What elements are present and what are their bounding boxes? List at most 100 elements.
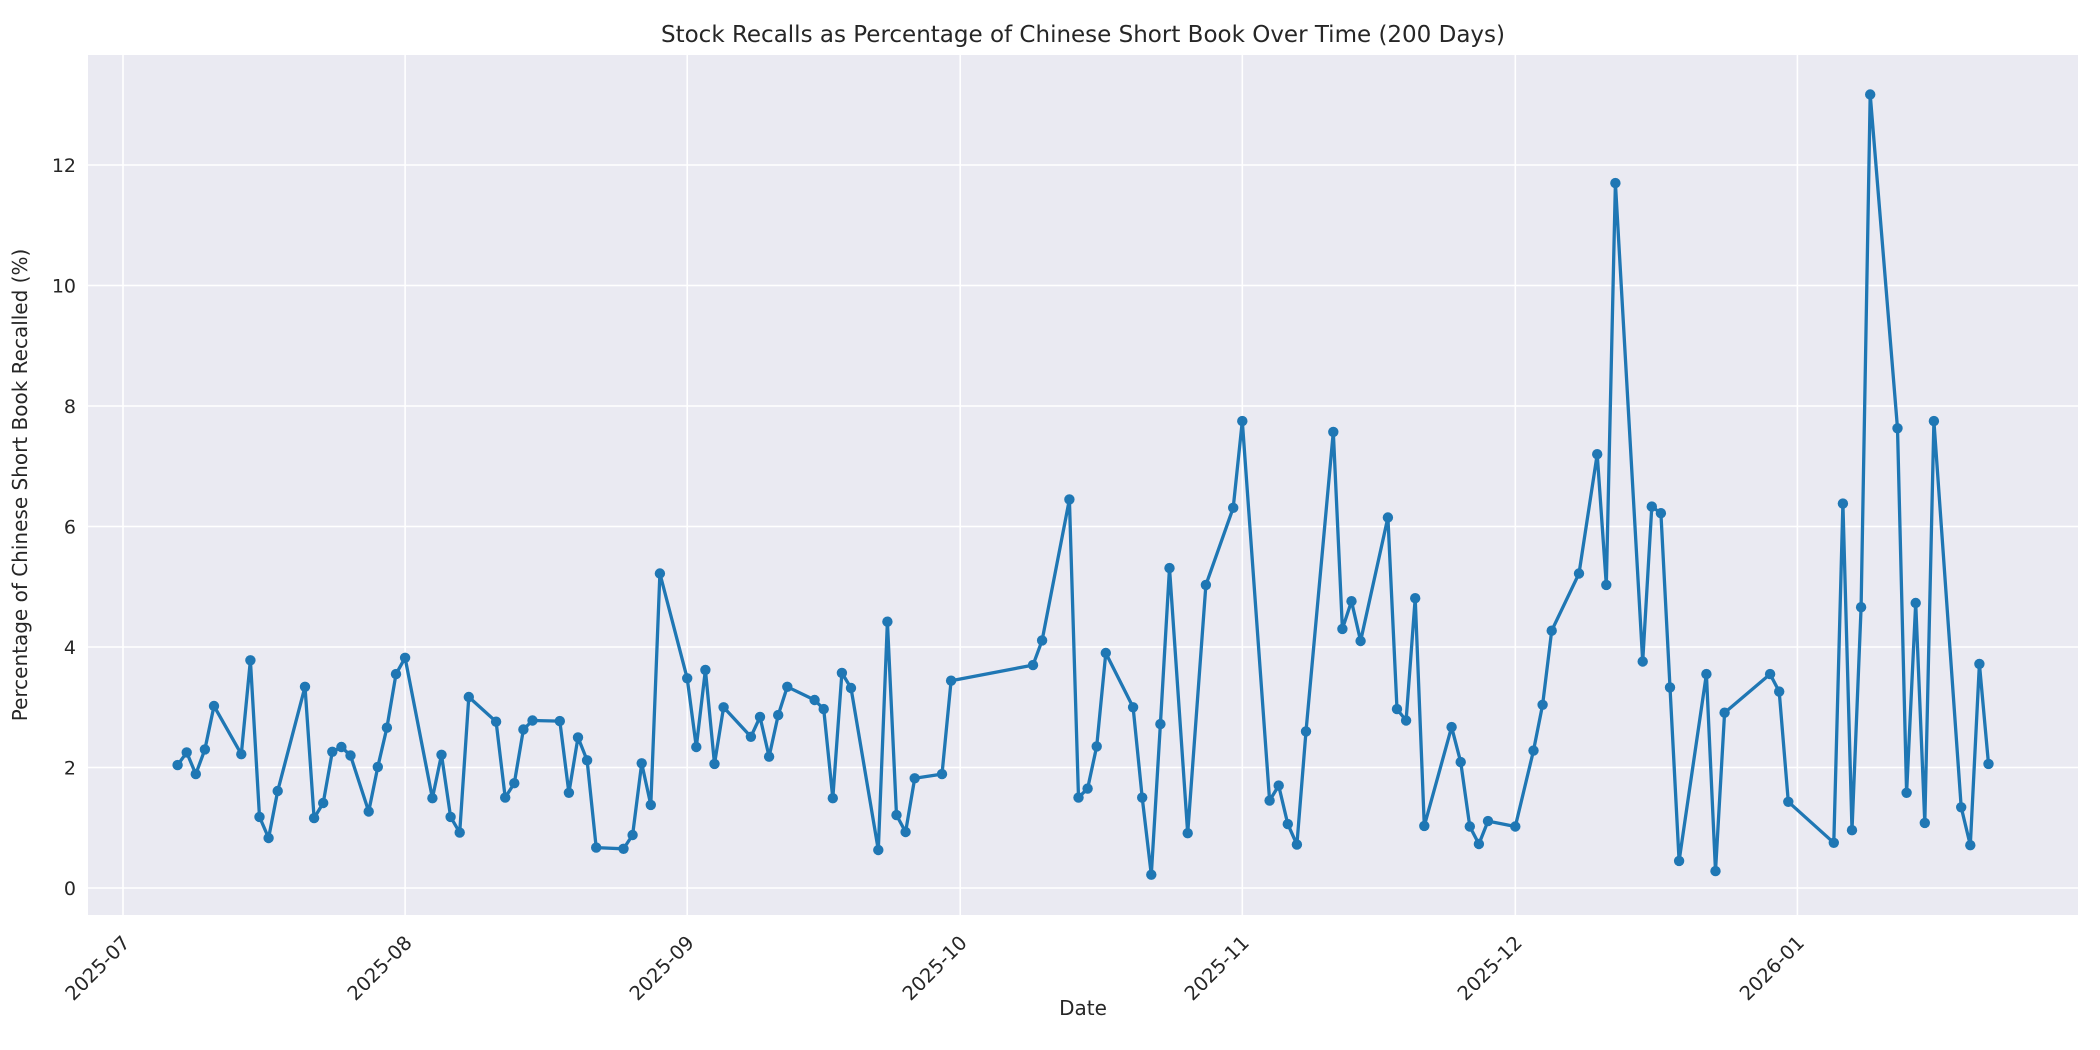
data-point bbox=[1710, 865, 1721, 877]
x-tick-label: 2025-11 bbox=[1180, 931, 1254, 1005]
data-point bbox=[1355, 635, 1366, 647]
data-point bbox=[1127, 702, 1139, 713]
data-point bbox=[1400, 715, 1412, 726]
data-point bbox=[299, 681, 311, 692]
data-point bbox=[1291, 839, 1303, 850]
y-tick-label: 2 bbox=[64, 758, 76, 780]
data-point bbox=[327, 746, 338, 757]
data-point bbox=[1073, 792, 1084, 803]
data-point bbox=[1983, 758, 1994, 770]
data-markers bbox=[172, 89, 1994, 880]
data-point bbox=[1146, 869, 1157, 880]
data-point bbox=[1300, 726, 1312, 737]
data-point bbox=[172, 759, 183, 771]
horizontal-gridlines bbox=[88, 164, 2078, 889]
data-point bbox=[1200, 579, 1212, 591]
data-point bbox=[1646, 501, 1658, 512]
data-point bbox=[1182, 828, 1193, 839]
data-point bbox=[782, 681, 793, 692]
chart-title: Stock Recalls as Percentage of Chinese S… bbox=[661, 22, 1505, 48]
data-point bbox=[1855, 602, 1867, 613]
data-point bbox=[873, 844, 884, 856]
data-point bbox=[900, 826, 911, 838]
data-point bbox=[1082, 783, 1093, 794]
data-point bbox=[527, 715, 538, 726]
data-point bbox=[390, 668, 402, 680]
data-point bbox=[236, 749, 247, 760]
data-point bbox=[809, 694, 820, 706]
data-point bbox=[1510, 821, 1521, 832]
data-point bbox=[1064, 494, 1075, 505]
data-point bbox=[1546, 625, 1557, 636]
data-point bbox=[463, 691, 474, 703]
x-tick-label: 2025-10 bbox=[898, 931, 972, 1005]
y-tick-labels: 0 2 4 6 8 10 12 bbox=[52, 155, 76, 900]
data-point bbox=[718, 702, 729, 713]
data-point bbox=[1974, 658, 1985, 670]
data-point bbox=[554, 715, 565, 727]
data-point bbox=[1027, 659, 1039, 671]
data-point bbox=[181, 747, 192, 758]
x-tick-label: 2025-12 bbox=[1453, 931, 1527, 1005]
data-point bbox=[1783, 796, 1794, 807]
data-point bbox=[1965, 840, 1976, 851]
data-point bbox=[1337, 623, 1348, 635]
x-tick-label: 2025-09 bbox=[625, 931, 699, 1005]
y-tick-label: 12 bbox=[52, 155, 76, 177]
data-point bbox=[345, 750, 356, 761]
x-axis-label: Date bbox=[1059, 996, 1107, 1020]
data-point bbox=[682, 673, 693, 684]
data-point bbox=[1328, 426, 1339, 438]
data-point bbox=[709, 758, 720, 770]
data-point bbox=[1410, 593, 1421, 604]
data-point bbox=[591, 842, 602, 853]
data-point bbox=[1273, 780, 1284, 791]
y-tick-label: 8 bbox=[64, 396, 76, 418]
data-point bbox=[882, 616, 893, 627]
data-point bbox=[1701, 668, 1712, 680]
data-point bbox=[1346, 596, 1357, 607]
x-tick-label: 2025-08 bbox=[343, 931, 417, 1005]
data-point bbox=[700, 664, 711, 676]
x-tick-label: 2026-01 bbox=[1735, 931, 1809, 1005]
data-point bbox=[1446, 721, 1457, 733]
data-point bbox=[909, 773, 920, 784]
data-point bbox=[891, 809, 902, 821]
data-point bbox=[1382, 512, 1394, 523]
y-tick-label: 6 bbox=[64, 517, 76, 539]
data-point bbox=[509, 778, 520, 789]
data-point bbox=[1719, 707, 1730, 718]
data-point bbox=[1892, 423, 1903, 434]
data-point bbox=[1601, 579, 1612, 591]
data-point bbox=[1764, 668, 1776, 680]
data-point bbox=[1573, 568, 1585, 579]
data-point bbox=[263, 832, 274, 844]
data-point bbox=[1673, 855, 1685, 867]
data-point bbox=[1228, 502, 1239, 513]
data-point bbox=[936, 768, 948, 780]
data-point bbox=[190, 768, 201, 780]
data-point bbox=[436, 749, 447, 760]
data-point bbox=[581, 755, 593, 766]
data-point bbox=[1282, 818, 1294, 830]
data-point bbox=[399, 652, 411, 663]
y-axis-label: Percentage of Chinese Short Book Recalle… bbox=[8, 249, 32, 722]
data-point bbox=[836, 667, 848, 679]
data-point bbox=[1846, 825, 1858, 836]
data-point bbox=[1828, 837, 1840, 848]
data-point bbox=[518, 724, 529, 735]
data-point bbox=[318, 797, 329, 809]
data-point bbox=[763, 751, 775, 762]
data-point bbox=[1837, 498, 1849, 509]
plot-area bbox=[88, 55, 2078, 915]
data-point bbox=[1528, 745, 1539, 756]
data-point bbox=[1655, 508, 1667, 519]
data-point bbox=[563, 787, 575, 798]
y-tick-label: 0 bbox=[64, 878, 76, 900]
data-point bbox=[1592, 449, 1603, 460]
data-point bbox=[445, 811, 456, 823]
data-point bbox=[845, 682, 857, 694]
data-point bbox=[454, 827, 465, 838]
vertical-gridlines bbox=[122, 55, 1799, 915]
